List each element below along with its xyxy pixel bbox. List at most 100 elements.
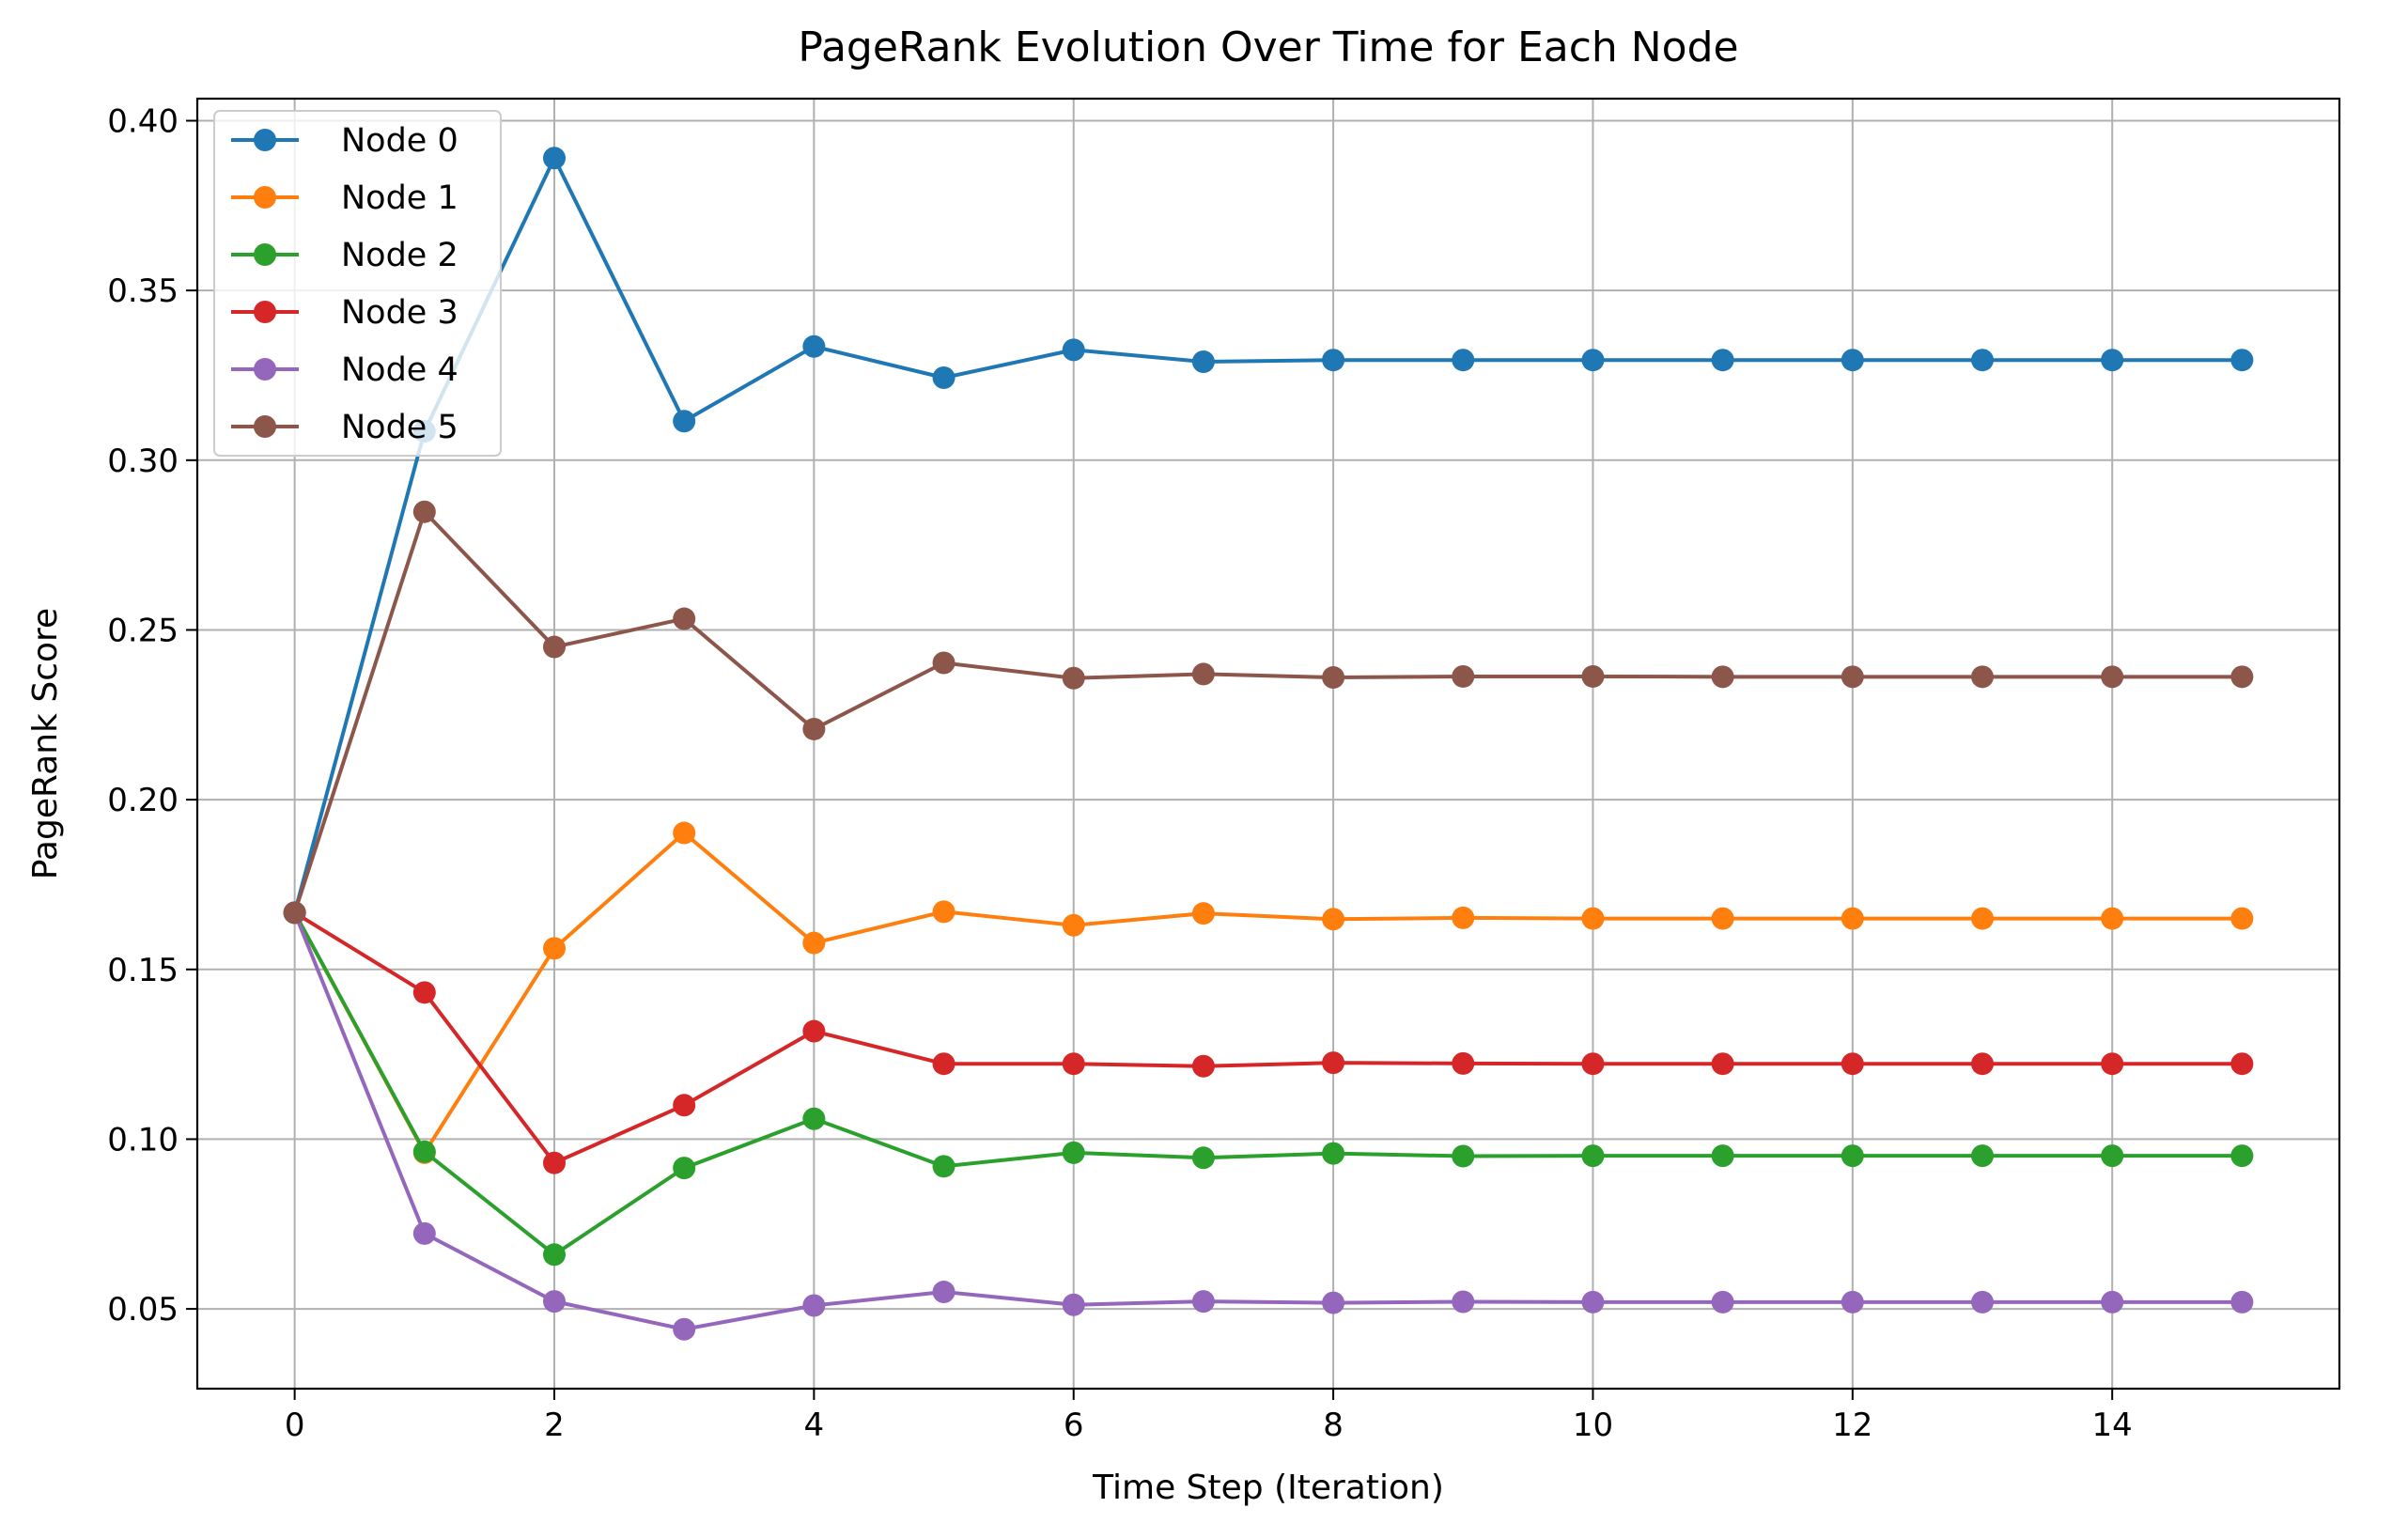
x-tick-label: 6 <box>1064 1407 1084 1444</box>
data-point-node-1 <box>802 931 826 955</box>
y-tick-label: 0.20 <box>107 782 179 819</box>
data-point-node-2 <box>1841 1144 1864 1168</box>
chart-title: PageRank Evolution Over Time for Each No… <box>798 23 1738 71</box>
legend-item-node-1[interactable]: Node 1 <box>231 179 458 217</box>
legend-item-node-5[interactable]: Node 5 <box>231 409 458 446</box>
data-point-node-0 <box>1062 338 1085 362</box>
y-tick-label: 0.05 <box>107 1291 179 1329</box>
legend-label: Node 0 <box>341 122 458 160</box>
legend-item-node-0[interactable]: Node 0 <box>231 122 458 160</box>
data-point-node-2 <box>412 1140 436 1163</box>
legend[interactable]: Node 0 Node 1 Node 2 Node 3 Node 4 Node 5 <box>213 110 502 457</box>
data-point-node-0 <box>1711 349 1734 372</box>
data-point-node-4 <box>1062 1293 1085 1316</box>
legend-item-node-2[interactable]: Node 2 <box>231 237 458 274</box>
data-point-node-5 <box>412 500 436 523</box>
data-point-node-5 <box>283 901 306 925</box>
series-line-node-2 <box>292 911 2243 1257</box>
legend-marker <box>254 243 276 266</box>
series-node-4 <box>283 901 2254 1341</box>
data-point-node-5 <box>1971 665 1994 689</box>
series-line-node-4 <box>292 911 2243 1331</box>
x-axis-label: Time Step (Iteration) <box>1092 1469 1444 1507</box>
data-point-node-2 <box>1452 1144 1475 1168</box>
y-tick-label: 0.25 <box>107 612 179 649</box>
data-point-node-2 <box>2230 1144 2254 1168</box>
data-point-node-4 <box>1841 1290 1864 1314</box>
series-line-node-1 <box>292 831 2243 1155</box>
data-point-node-1 <box>673 821 696 845</box>
data-point-node-2 <box>1971 1144 1994 1168</box>
series-line-node-5 <box>292 509 2243 914</box>
data-point-node-4 <box>2101 1290 2124 1314</box>
legend-marker <box>254 186 276 209</box>
legend-marker <box>254 301 276 323</box>
data-point-node-0 <box>932 366 955 390</box>
data-point-node-1 <box>932 900 955 924</box>
data-point-node-1 <box>1841 907 1864 930</box>
data-point-node-3 <box>673 1094 696 1117</box>
data-point-node-0 <box>2230 349 2254 372</box>
data-point-node-2 <box>802 1107 826 1130</box>
data-point-node-1 <box>1191 902 1215 925</box>
data-point-node-3 <box>1971 1052 1994 1076</box>
legend-marker <box>254 415 276 438</box>
data-point-node-5 <box>1711 665 1734 689</box>
data-point-node-5 <box>673 607 696 630</box>
x-axis-ticks: 0 2 4 6 8 10 12 14 <box>285 1389 2133 1444</box>
data-point-node-3 <box>543 1151 566 1174</box>
data-point-node-0 <box>1191 350 1215 374</box>
data-point-node-1 <box>1581 907 1605 930</box>
data-point-node-2 <box>1322 1142 1345 1165</box>
data-point-node-4 <box>2230 1290 2254 1314</box>
data-point-node-5 <box>543 635 566 659</box>
data-point-node-2 <box>1711 1144 1734 1168</box>
data-point-node-1 <box>1062 913 1085 937</box>
data-point-node-2 <box>673 1157 696 1180</box>
x-tick-label: 4 <box>804 1407 825 1444</box>
legend-box <box>213 110 502 457</box>
legend-item-node-4[interactable]: Node 4 <box>231 351 458 389</box>
data-point-node-5 <box>1841 665 1864 689</box>
data-point-node-5 <box>1322 666 1345 690</box>
data-point-node-3 <box>1581 1052 1605 1076</box>
legend-label: Node 4 <box>341 351 458 389</box>
data-point-node-0 <box>1841 349 1864 372</box>
y-tick-label: 0.30 <box>107 443 179 480</box>
y-tick-label: 0.35 <box>107 272 179 310</box>
data-point-node-2 <box>1581 1144 1605 1168</box>
data-point-node-4 <box>673 1317 696 1341</box>
series-line-node-0 <box>292 156 2243 913</box>
series-node-5 <box>283 500 2254 925</box>
legend-item-node-3[interactable]: Node 3 <box>231 294 458 332</box>
x-tick-label: 14 <box>2092 1407 2133 1444</box>
data-point-node-3 <box>802 1019 826 1043</box>
data-point-node-5 <box>1581 664 1605 688</box>
data-point-node-4 <box>932 1281 955 1304</box>
data-point-node-0 <box>543 147 566 170</box>
legend-marker <box>254 129 276 151</box>
data-point-node-2 <box>543 1243 566 1267</box>
data-point-node-4 <box>802 1294 826 1317</box>
data-point-node-5 <box>1062 666 1085 690</box>
data-point-node-1 <box>1322 908 1345 931</box>
data-point-node-3 <box>1711 1052 1734 1076</box>
data-point-node-4 <box>1452 1290 1475 1314</box>
data-point-node-4 <box>412 1221 436 1245</box>
y-axis-ticks: 0.05 0.10 0.15 0.20 0.25 0.30 0.35 0.40 <box>107 102 197 1329</box>
data-point-node-3 <box>2230 1052 2254 1076</box>
legend-label: Node 2 <box>341 237 458 274</box>
data-point-node-4 <box>1191 1290 1215 1314</box>
data-point-node-0 <box>673 410 696 433</box>
legend-marker <box>254 358 276 381</box>
data-point-node-0 <box>1452 349 1475 372</box>
data-point-node-3 <box>1841 1052 1864 1076</box>
data-point-node-5 <box>2230 665 2254 689</box>
data-point-node-5 <box>1452 664 1475 688</box>
data-point-node-1 <box>2101 907 2124 930</box>
data-point-node-1 <box>2230 907 2254 930</box>
data-point-node-1 <box>1711 907 1734 930</box>
data-point-node-2 <box>1191 1146 1215 1170</box>
data-point-node-3 <box>2101 1052 2124 1076</box>
